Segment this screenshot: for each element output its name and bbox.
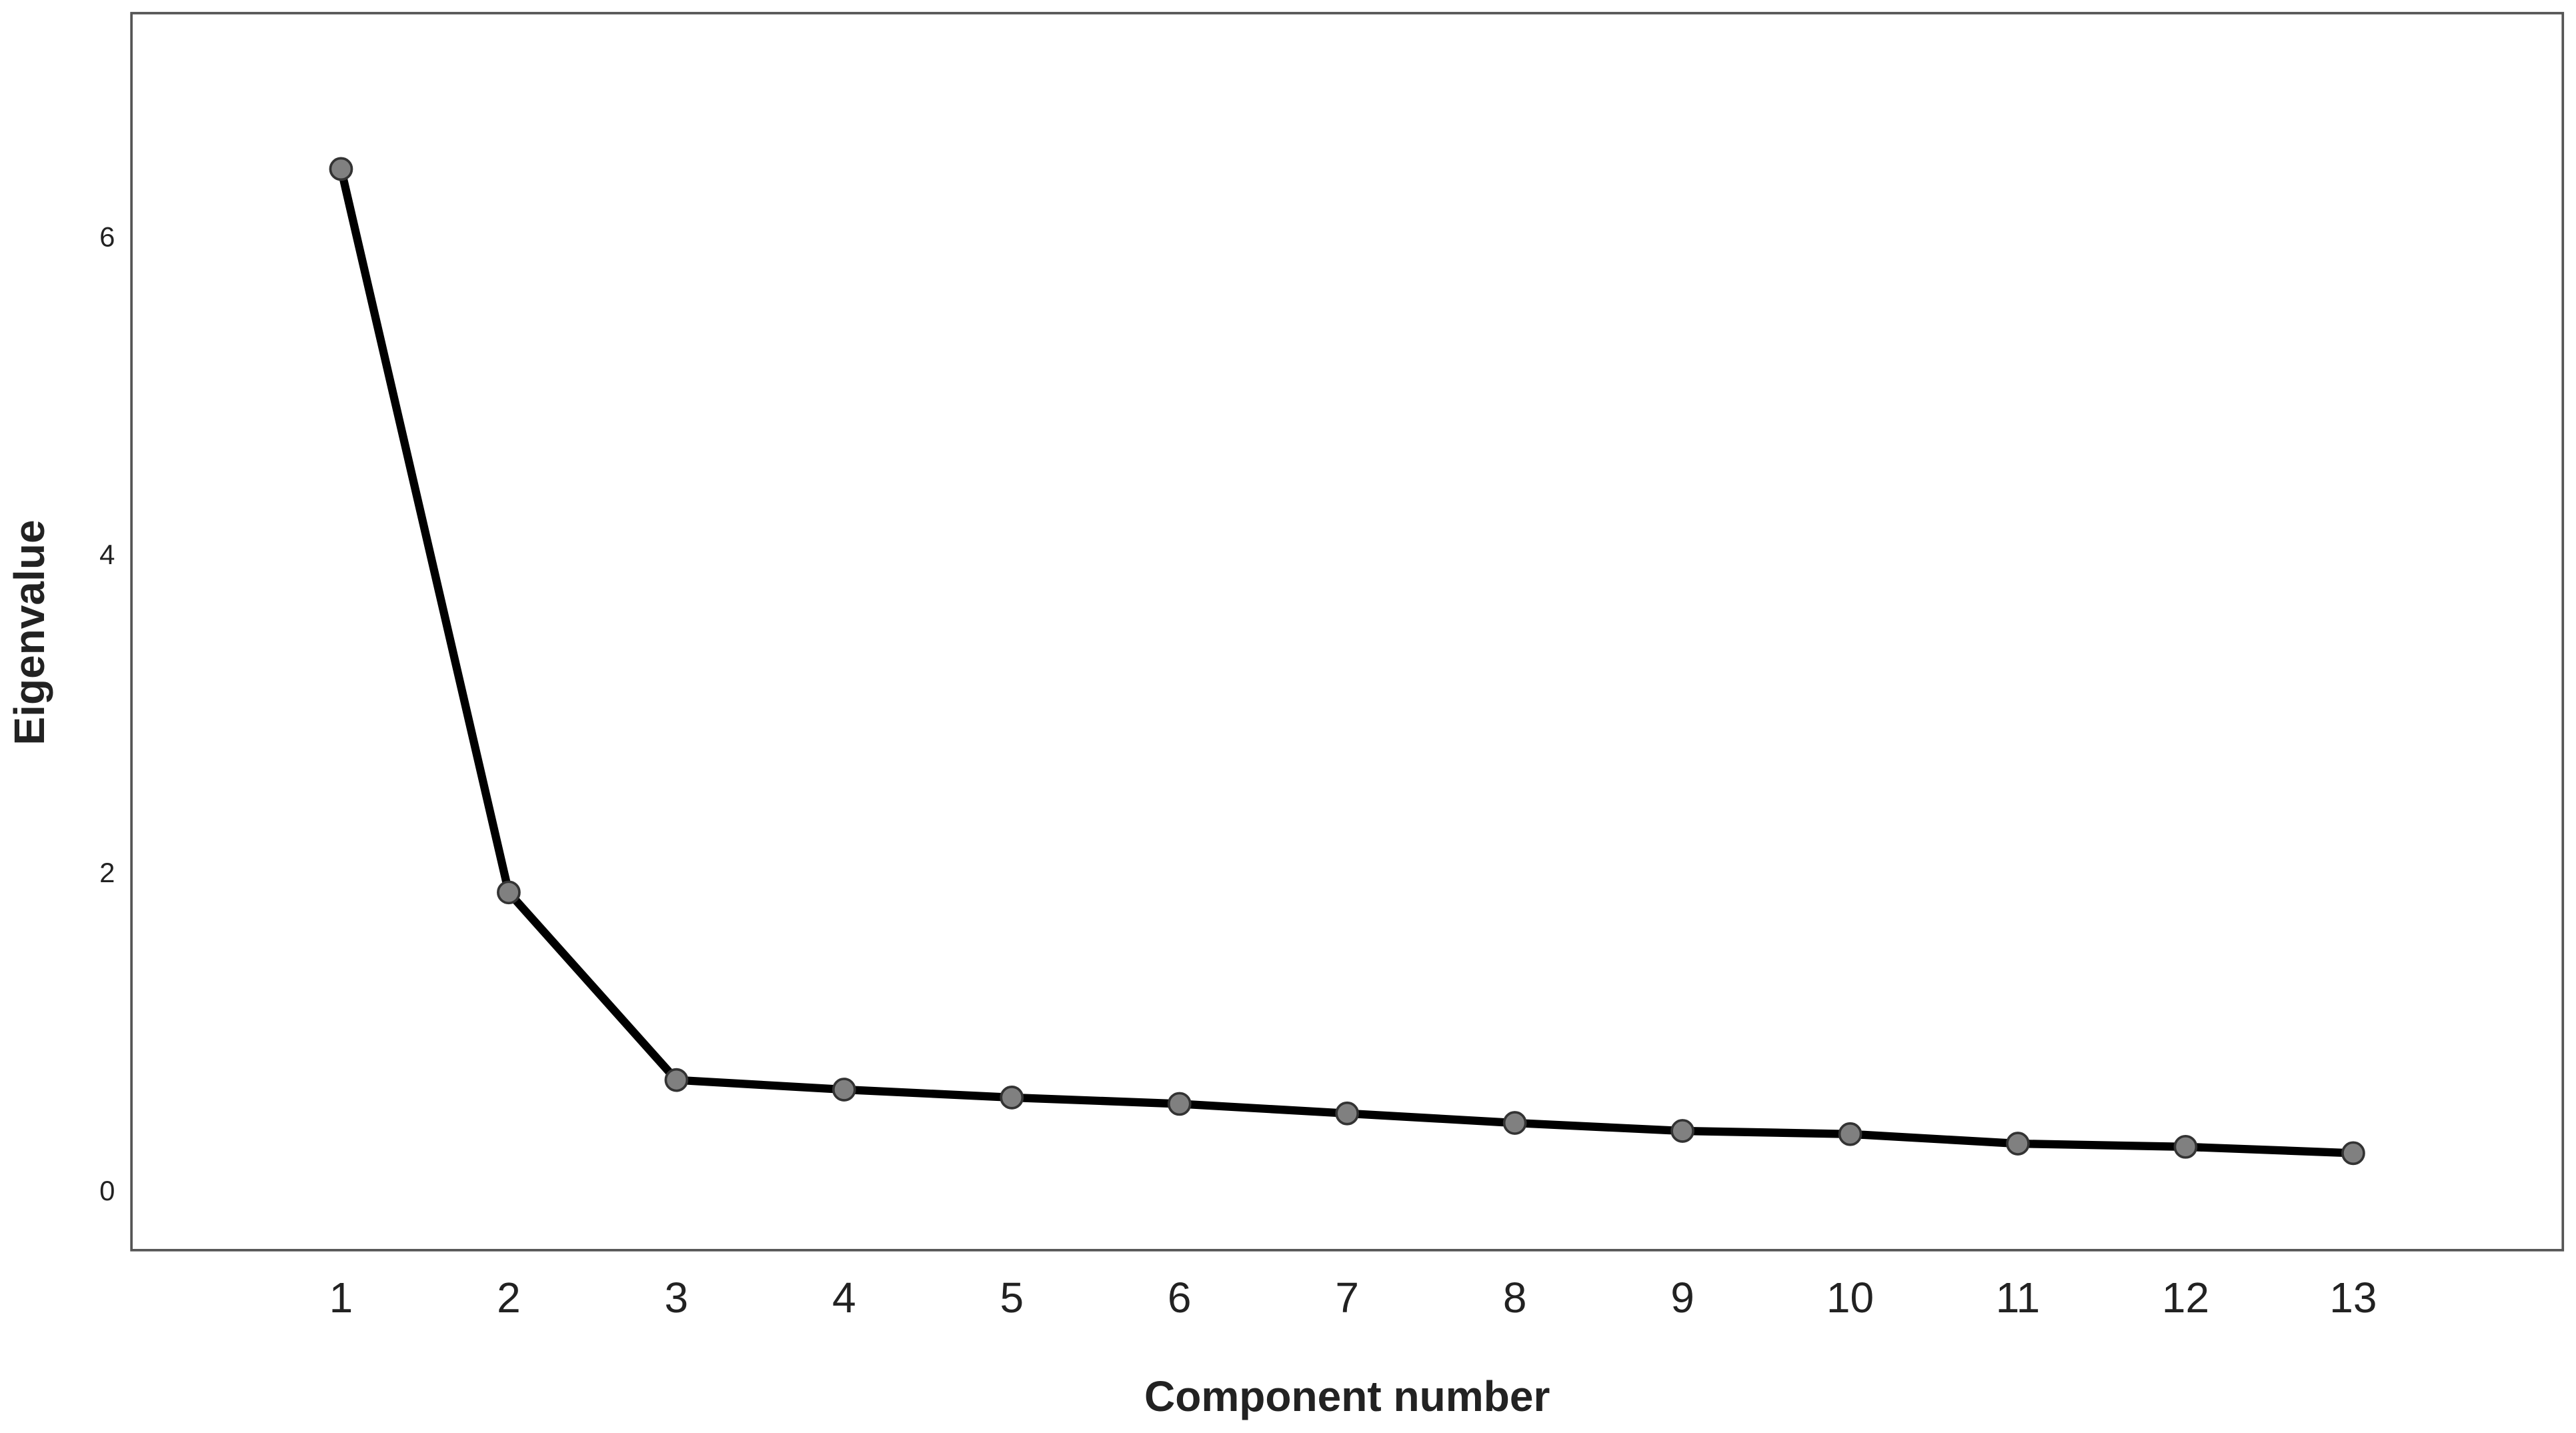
x-tick-label: 3 <box>665 1274 689 1322</box>
x-tick-label: 2 <box>497 1274 521 1322</box>
data-point <box>1670 1119 1694 1143</box>
data-point <box>497 880 521 905</box>
x-tick-label: 12 <box>2162 1274 2209 1322</box>
x-tick-label: 5 <box>1000 1274 1024 1322</box>
x-tick-label: 11 <box>1996 1274 2041 1322</box>
data-point <box>1000 1086 1024 1110</box>
x-axis-title: Component number <box>1144 1372 1550 1420</box>
x-tick-label: 13 <box>2329 1274 2377 1322</box>
y-tick-label: 4 <box>99 539 115 570</box>
data-point <box>664 1068 689 1092</box>
data-point <box>2341 1141 2365 1166</box>
data-point <box>329 157 353 181</box>
x-tick-label: 8 <box>1503 1274 1527 1322</box>
y-tick-label: 2 <box>99 857 115 888</box>
plot-frame <box>130 11 2565 1252</box>
x-tick-label: 6 <box>1168 1274 1192 1322</box>
data-point <box>1838 1122 1862 1146</box>
y-tick-label: 6 <box>99 221 115 252</box>
data-point <box>832 1078 856 1102</box>
y-tick-label: 0 <box>99 1175 115 1206</box>
y-axis-title: Eigenvalue <box>5 519 53 745</box>
x-tick-label: 10 <box>1826 1274 1874 1322</box>
x-tick-label: 9 <box>1670 1274 1694 1322</box>
data-point <box>1335 1101 1360 1126</box>
x-tick-label: 1 <box>329 1274 353 1322</box>
data-point <box>2173 1134 2198 1159</box>
data-point <box>1502 1111 1527 1135</box>
x-tick-label: 4 <box>832 1274 856 1322</box>
data-point <box>2006 1132 2030 1156</box>
data-point <box>1167 1092 1192 1116</box>
x-tick-label: 7 <box>1335 1274 1359 1322</box>
